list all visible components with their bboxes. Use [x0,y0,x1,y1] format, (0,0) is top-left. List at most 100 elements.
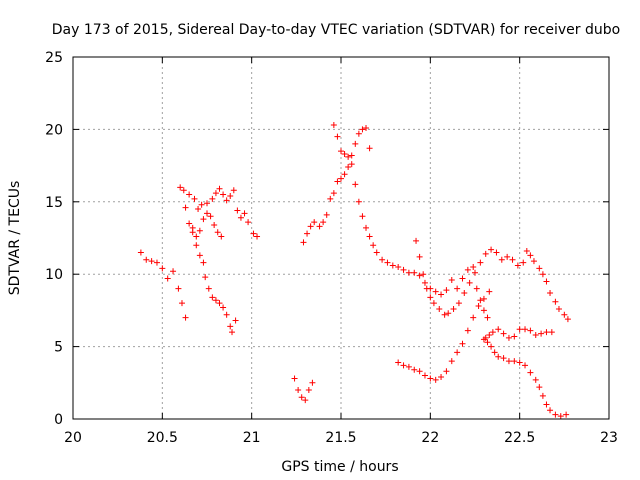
data-point [237,214,244,221]
data-point [191,195,198,202]
data-point [470,263,477,270]
data-point [153,259,160,266]
data-point [207,213,214,220]
data-point [305,387,312,394]
data-point [539,392,546,399]
y-tick-label: 5 [54,340,63,356]
data-point [212,297,219,304]
data-point [348,161,355,168]
data-point [473,285,480,292]
data-point [400,266,407,273]
data-point [384,259,391,266]
x-tick-label: 21 [243,430,261,446]
data-point [561,311,568,318]
data-point [421,279,428,286]
data-point [177,184,184,191]
data-point [338,148,344,155]
x-axis-label: GPS time / hours [281,459,398,475]
x-tick-label: 23 [600,430,618,446]
data-point [405,269,412,276]
y-tick-label: 0 [54,412,63,428]
data-point [334,133,341,140]
data-point [427,294,434,301]
data-point [330,190,337,197]
data-point [413,237,420,244]
data-point [218,233,225,240]
data-point [250,230,257,237]
data-point [455,300,462,307]
data-point [484,339,491,346]
data-point [552,411,559,418]
data-point [341,151,348,158]
x-tick-label: 22.5 [504,430,535,446]
data-point [311,219,318,226]
data-point [477,297,484,304]
data-point [230,187,237,194]
data-point [352,181,359,188]
data-point [480,307,487,314]
data-point [186,220,193,227]
data-point [527,369,534,376]
data-point [232,317,239,324]
data-point [379,256,386,263]
data-point [298,394,305,401]
data-point [291,375,298,382]
data-point [511,358,518,365]
data-point [454,349,461,356]
chart-title: Day 173 of 2015, Sidereal Day-to-day VTE… [52,22,620,38]
data-point [395,359,402,366]
data-point [522,362,529,369]
data-point [548,329,555,336]
x-tick-label: 20 [64,430,82,446]
data-point [363,224,370,231]
data-point [522,326,529,333]
data-point [196,252,203,259]
data-point [552,298,559,305]
data-point [432,288,439,295]
data-point [359,213,366,220]
data-point [514,262,521,269]
data-point [204,200,210,207]
data-point [491,349,498,356]
data-point [234,207,241,214]
data-point [411,366,418,373]
data-point [355,198,362,205]
data-point [345,164,352,171]
data-point [459,340,466,347]
data-point [363,124,370,131]
x-tick-label: 22 [421,430,439,446]
data-point [254,233,261,240]
data-point [495,326,502,333]
data-point [500,330,507,337]
data-point [461,290,468,297]
data-point [448,276,455,283]
data-point [295,387,302,394]
data-point [520,259,527,266]
y-axis-label: SDTVAR / TECUs [7,181,23,296]
data-point [416,253,423,260]
data-point [420,271,427,278]
data-point [543,278,550,285]
data-point [309,379,316,386]
data-point [504,253,511,260]
data-point [370,242,377,249]
data-point [547,407,554,414]
data-point [486,332,493,339]
data-point [443,368,450,375]
data-point [241,210,248,217]
data-point [216,300,223,307]
data-point [204,210,210,217]
data-point [164,275,171,282]
data-point [373,249,380,256]
data-point [193,233,200,240]
data-point [389,262,396,269]
data-point [482,334,489,341]
data-point [498,256,505,263]
data-point [523,248,530,255]
data-point [555,305,562,312]
data-point [316,223,323,230]
data-point [516,359,523,366]
data-point [307,223,314,230]
data-point [327,195,334,202]
